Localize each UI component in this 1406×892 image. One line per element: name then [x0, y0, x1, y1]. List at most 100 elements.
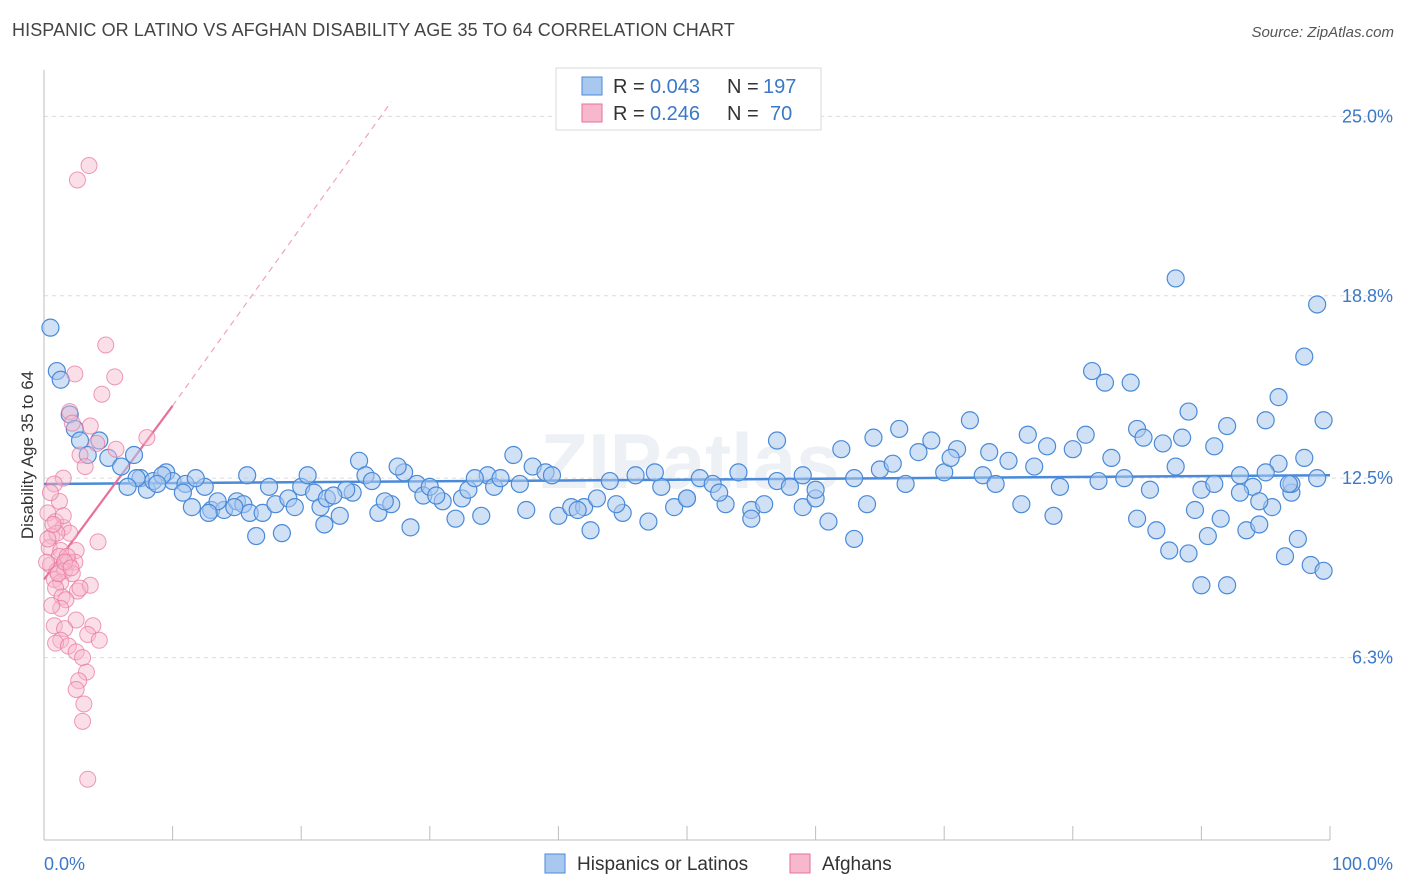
point-hispanics	[729, 463, 748, 482]
point-hispanics	[626, 466, 645, 485]
point-hispanics	[1250, 492, 1269, 511]
point-hispanics	[1173, 428, 1192, 447]
axes	[43, 70, 1331, 841]
point-hispanics	[767, 431, 787, 450]
y-tick-label: 25.0%	[1342, 106, 1393, 126]
point-hispanics	[1198, 526, 1217, 546]
point-hispanics	[645, 463, 664, 482]
point-hispanics	[1166, 269, 1185, 288]
point-hispanics	[272, 524, 292, 543]
point-afghans	[39, 530, 57, 548]
point-hispanics	[491, 469, 510, 488]
point-hispanics	[182, 498, 201, 517]
point-hispanics	[1134, 428, 1153, 447]
point-hispanics	[330, 506, 349, 525]
point-hispanics	[973, 466, 992, 485]
point-hispanics	[793, 498, 812, 517]
legend-r-label-2: R =	[613, 103, 645, 125]
point-hispanics	[1121, 373, 1140, 392]
point-hispanics	[388, 457, 407, 476]
point-hispanics	[1037, 437, 1057, 456]
point-hispanics	[1295, 347, 1314, 366]
grid-lines	[44, 115, 1392, 659]
point-hispanics	[1127, 509, 1147, 528]
point-afghans	[67, 611, 85, 629]
point-afghans	[66, 365, 84, 383]
point-hispanics	[510, 474, 529, 494]
point-hispanics	[1269, 388, 1288, 407]
point-hispanics	[1012, 495, 1031, 514]
point-hispanics	[148, 474, 167, 494]
point-hispanics	[1230, 483, 1250, 502]
point-afghans	[84, 617, 102, 635]
legend-swatch-blue	[581, 76, 603, 96]
point-afghans	[38, 553, 56, 571]
point-hispanics	[1102, 448, 1121, 467]
point-hispanics	[41, 318, 60, 337]
point-hispanics	[742, 509, 761, 528]
point-afghans	[71, 579, 89, 597]
x-tick-label: 100.0%	[1332, 854, 1393, 874]
point-afghans	[81, 417, 99, 435]
legend-r-value-2: 0.246	[650, 103, 700, 125]
point-hispanics	[1205, 474, 1224, 494]
point-hispanics	[225, 498, 244, 517]
point-hispanics	[401, 518, 420, 537]
point-hispanics	[922, 431, 941, 450]
point-hispanics	[832, 440, 851, 459]
point-hispanics	[253, 503, 272, 522]
legend-n-label-2: N =	[727, 103, 759, 125]
point-hispanics	[864, 428, 883, 447]
point-hispanics	[90, 431, 109, 450]
point-hispanics	[600, 471, 619, 491]
tick-labels: 25.0% 18.8% 12.5% 6.3% 0.0% 100.0%	[44, 106, 1393, 874]
point-hispanics	[472, 506, 491, 525]
point-afghans	[41, 484, 59, 502]
point-hispanics	[1218, 576, 1237, 595]
series-afghans-points	[38, 157, 156, 788]
point-hispanics	[1147, 521, 1166, 540]
point-hispanics	[710, 483, 729, 502]
y-axis-title: Disability Age 35 to 64	[18, 371, 37, 539]
bottom-legend: Hispanics or Latinos Afghans	[544, 853, 892, 875]
point-hispanics	[315, 515, 334, 534]
bottom-legend-swatch-blue	[544, 853, 566, 874]
point-afghans	[79, 770, 97, 788]
point-hispanics	[780, 477, 799, 496]
point-hispanics	[427, 486, 446, 505]
point-hispanics	[845, 469, 864, 488]
point-hispanics	[1179, 402, 1198, 421]
point-hispanics	[446, 509, 465, 528]
point-hispanics	[1314, 411, 1333, 430]
point-hispanics	[793, 466, 812, 485]
series-hispanics-points	[41, 269, 1333, 595]
point-hispanics	[980, 443, 999, 462]
bottom-legend-swatch-pink	[789, 853, 811, 874]
point-hispanics	[1166, 457, 1185, 476]
point-hispanics	[1082, 361, 1102, 381]
point-hispanics	[1044, 506, 1063, 525]
point-hispanics	[324, 486, 343, 505]
point-hispanics	[1288, 529, 1307, 549]
point-hispanics	[112, 457, 131, 476]
point-hispanics	[259, 477, 279, 496]
point-hispanics	[941, 448, 960, 467]
point-hispanics	[896, 474, 915, 494]
point-hispanics	[124, 445, 144, 465]
bottom-legend-label-2: Afghans	[822, 854, 892, 875]
point-hispanics	[173, 483, 192, 502]
point-hispanics	[1205, 437, 1224, 456]
point-afghans	[80, 157, 98, 175]
y-tick-label: 6.3%	[1352, 648, 1393, 668]
point-afghans	[76, 458, 94, 476]
point-hispanics	[362, 471, 382, 491]
point-hispanics	[1256, 463, 1275, 482]
point-hispanics	[857, 495, 877, 514]
point-afghans	[81, 576, 99, 594]
point-hispanics	[665, 498, 684, 517]
point-hispanics	[1269, 454, 1288, 473]
point-hispanics	[1295, 448, 1314, 467]
point-hispanics	[1050, 477, 1070, 496]
point-hispanics	[1275, 547, 1295, 566]
